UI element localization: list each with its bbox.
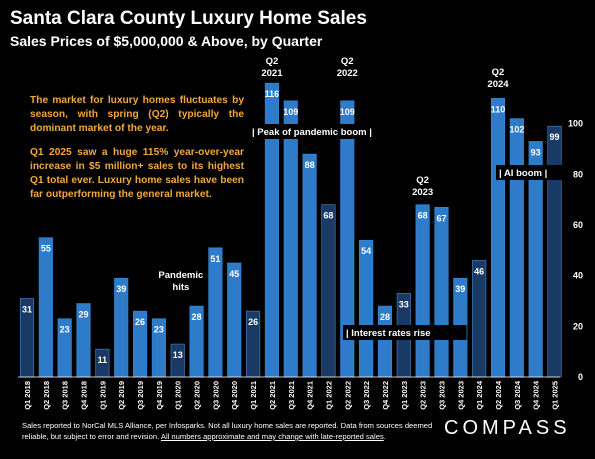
annotation-peak-pandemic-boom: | Peak of pandemic boom |	[252, 127, 372, 138]
x-tick-label: Q4 2022	[381, 381, 390, 410]
bar	[547, 125, 562, 378]
bar-value-label: 29	[79, 310, 89, 320]
x-tick-label: Q3 2020	[211, 381, 220, 410]
x-tick-label: Q4 2018	[80, 381, 89, 410]
bar	[321, 204, 336, 378]
x-tick-label: Q4 2023	[456, 381, 465, 410]
bar-value-label: 33	[399, 299, 409, 309]
bar-value-label: 109	[340, 107, 355, 117]
bar-value-label: 39	[455, 284, 465, 294]
bar-value-label: 88	[305, 160, 315, 170]
x-tick-label: Q4 2024	[532, 380, 541, 410]
footnote-underlined: All numbers approximate and may change w…	[160, 432, 384, 441]
x-tick-label: Q3 2018	[61, 381, 70, 410]
x-tick-label: Q4 2019	[155, 381, 164, 410]
bar	[283, 100, 298, 378]
x-tick-label: Q1 2018	[23, 381, 32, 410]
x-tick-label: Q3 2019	[136, 381, 145, 410]
annotation-ai-boom-box	[496, 165, 564, 180]
y-tick-label: 80	[573, 169, 583, 179]
bar-value-label: 26	[135, 317, 145, 327]
bar	[509, 118, 524, 378]
bar-value-label: 46	[474, 266, 484, 276]
x-tick-label: Q1 2025	[551, 381, 560, 410]
x-tick-label: Q2 2022	[343, 381, 352, 410]
x-tick-label: Q2 2024	[494, 380, 503, 410]
annotation-pandemic-hits: Pandemic hits	[158, 270, 203, 293]
bar-value-label: 39	[116, 284, 126, 294]
bar-value-label: 99	[550, 132, 560, 142]
bar	[38, 237, 53, 378]
bar-value-label: 28	[192, 312, 202, 322]
bar-value-label: 55	[41, 244, 51, 254]
y-tick-label: 0	[578, 372, 583, 382]
footnote-text: Sales reported to NorCal MLS Alliance, p…	[22, 421, 433, 441]
x-tick-label: Q1 2020	[174, 381, 183, 410]
x-tick-label: Q1 2022	[324, 381, 333, 410]
bar	[208, 247, 223, 378]
annotation-q2-2023: Q2 2023	[412, 175, 433, 198]
annotation-q2-2021: Q2 2021	[261, 56, 283, 79]
bar	[490, 98, 506, 378]
x-tick-label: Q2 2019	[117, 381, 126, 410]
bar-value-label: 68	[323, 211, 333, 221]
annotation-interest-rates-rise-box	[343, 325, 467, 340]
footnote-end: .	[383, 432, 386, 441]
bar	[302, 153, 317, 378]
bar-value-label: 51	[210, 254, 220, 264]
bar-value-label: 102	[509, 125, 524, 135]
x-tick-label: Q1 2021	[249, 381, 258, 410]
x-tick-label: Q3 2024	[513, 380, 522, 410]
bar	[227, 262, 242, 378]
bar-value-label: 45	[229, 269, 239, 279]
bar-value-label: 31	[22, 304, 32, 314]
annotation-ai-boom: | AI boom |	[499, 168, 547, 179]
x-tick-label: Q3 2022	[362, 381, 371, 410]
chart-title: Santa Clara County Luxury Home Sales	[10, 8, 367, 29]
x-tick-label: Q3 2021	[287, 381, 296, 410]
x-tick-label: Q2 2018	[42, 381, 51, 410]
bar-value-label: 26	[248, 317, 258, 327]
bar-value-label: 13	[173, 350, 183, 360]
bar-value-label: 109	[283, 107, 298, 117]
bar-value-label: 93	[531, 147, 541, 157]
bar	[359, 239, 374, 378]
bar-value-label: 23	[154, 325, 164, 335]
bar-value-label: 54	[361, 246, 371, 256]
footnote: Sales reported to NorCal MLS Alliance, p…	[22, 420, 442, 442]
x-tick-label: Q1 2024	[475, 380, 484, 410]
annotation-interest-rates-rise: | Interest rates rise	[346, 328, 431, 339]
chart-subtitle: Sales Prices of $5,000,000 & Above, by Q…	[10, 33, 323, 49]
commentary-paragraph-1: The market for luxury homes fluctuates b…	[30, 95, 244, 134]
bar-value-label: 68	[418, 211, 428, 221]
x-tick-label: Q1 2019	[98, 381, 107, 410]
bar-value-label: 67	[436, 213, 446, 223]
bar	[472, 260, 487, 378]
bar-value-label: 28	[380, 312, 390, 322]
x-tick-label: Q3 2023	[437, 381, 446, 410]
annotation-q2-2022: Q2 2022	[337, 56, 358, 79]
y-tick-label: 100	[568, 119, 583, 129]
annotation-q2-2024: Q2 2024	[487, 67, 509, 90]
x-tick-label: Q4 2020	[230, 381, 239, 410]
y-tick-label: 40	[573, 271, 583, 281]
bar-value-label: 11	[98, 355, 108, 365]
x-tick-label: Q2 2023	[419, 381, 428, 410]
commentary-paragraph-2: Q1 2025 saw a huge 115% year-over-year i…	[30, 147, 244, 200]
bar-value-label: 116	[265, 89, 280, 99]
annotation-peak-pandemic-boom-box	[249, 124, 395, 139]
bar	[434, 206, 449, 378]
x-tick-label: Q2 2020	[193, 381, 202, 410]
bar-value-label: 110	[491, 104, 506, 114]
y-tick-label: 60	[573, 220, 583, 230]
compass-logo: COMPASS	[444, 417, 571, 439]
x-tick-label: Q2 2021	[268, 381, 277, 410]
bar	[415, 204, 430, 378]
bar-value-label: 23	[60, 325, 70, 335]
bar	[170, 343, 185, 378]
y-tick-label: 20	[573, 321, 583, 331]
x-tick-label: Q4 2021	[306, 381, 315, 410]
x-tick-label: Q1 2023	[400, 381, 409, 410]
